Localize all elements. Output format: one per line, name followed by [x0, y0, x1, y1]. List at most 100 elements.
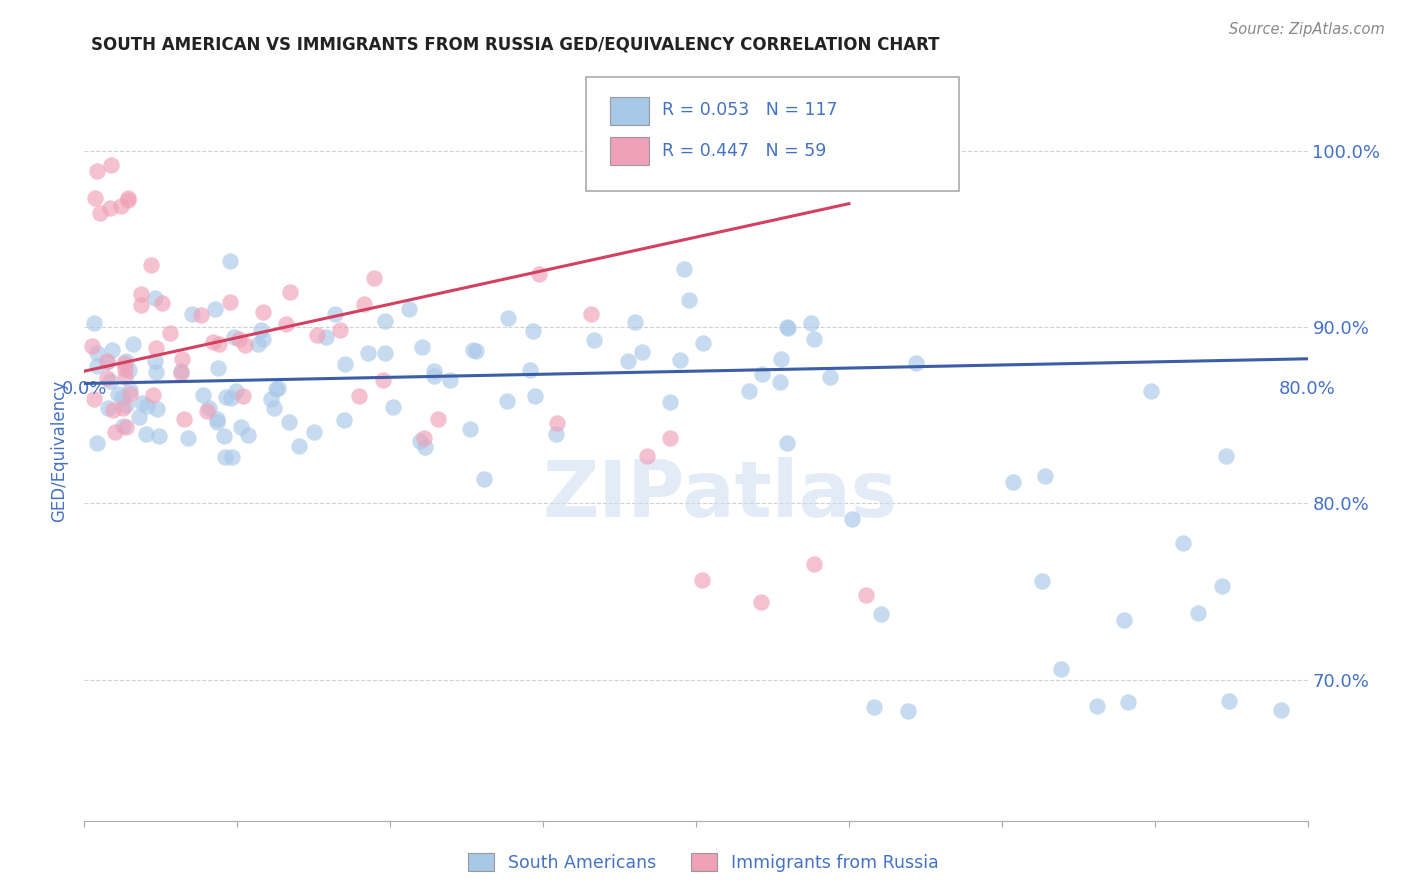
- Point: [112, 356, 135, 370]
- Point: [353, 297, 375, 311]
- Point: [120, 387, 142, 401]
- Point: [472, 472, 495, 486]
- Point: [96, 371, 118, 385]
- Y-axis label: GED/Equivalency: GED/Equivalency: [51, 379, 69, 522]
- Point: [1001, 475, 1024, 489]
- Point: [181, 307, 204, 321]
- Point: [219, 254, 242, 268]
- Text: SOUTH AMERICAN VS IMMIGRANTS FROM RUSSIA GED/EQUIVALENCY CORRELATION CHART: SOUTH AMERICAN VS IMMIGRANTS FROM RUSSIA…: [91, 36, 939, 54]
- Point: [222, 329, 245, 343]
- Point: [329, 323, 352, 337]
- Point: [89, 206, 111, 220]
- Point: [246, 336, 269, 351]
- Point: [233, 338, 256, 352]
- Point: [522, 324, 544, 338]
- Point: [692, 573, 714, 587]
- Point: [131, 286, 153, 301]
- Point: [177, 432, 200, 446]
- Point: [145, 365, 167, 379]
- Point: [260, 392, 283, 406]
- Point: [678, 293, 700, 308]
- Text: Source: ZipAtlas.com: Source: ZipAtlas.com: [1229, 22, 1385, 37]
- Point: [770, 351, 793, 366]
- Point: [546, 416, 568, 430]
- Point: [277, 415, 299, 429]
- Point: [624, 315, 647, 329]
- Point: [363, 270, 385, 285]
- Point: [439, 373, 461, 387]
- FancyBboxPatch shape: [586, 77, 959, 191]
- Legend: South Americans, Immigrants from Russia: South Americans, Immigrants from Russia: [461, 847, 945, 879]
- Point: [672, 262, 695, 277]
- Point: [225, 384, 247, 398]
- Point: [122, 337, 145, 351]
- Point: [769, 375, 792, 389]
- Point: [97, 401, 120, 415]
- Point: [221, 450, 243, 464]
- Point: [749, 595, 772, 609]
- Point: [114, 361, 136, 376]
- Point: [146, 402, 169, 417]
- Point: [96, 354, 118, 368]
- Point: [519, 363, 541, 377]
- Point: [869, 607, 891, 621]
- Point: [82, 338, 104, 352]
- Point: [112, 401, 135, 416]
- Point: [101, 343, 124, 357]
- Point: [131, 396, 153, 410]
- Point: [776, 320, 799, 334]
- Point: [238, 428, 260, 442]
- Point: [170, 366, 193, 380]
- Point: [263, 401, 285, 415]
- Point: [117, 191, 139, 205]
- FancyBboxPatch shape: [610, 96, 650, 125]
- Text: ZIPatlas: ZIPatlas: [543, 457, 898, 533]
- Point: [398, 301, 420, 316]
- Point: [841, 512, 863, 526]
- Point: [803, 332, 825, 346]
- Point: [83, 317, 105, 331]
- Point: [190, 308, 212, 322]
- Point: [1033, 469, 1056, 483]
- Point: [1211, 579, 1233, 593]
- Point: [207, 412, 229, 426]
- Point: [776, 321, 799, 335]
- Point: [135, 427, 157, 442]
- Point: [129, 298, 152, 312]
- Point: [104, 425, 127, 439]
- Point: [381, 400, 404, 414]
- Point: [423, 363, 446, 377]
- Point: [159, 326, 181, 340]
- Point: [606, 171, 628, 186]
- Point: [115, 354, 138, 368]
- Point: [198, 401, 221, 415]
- Point: [86, 436, 108, 450]
- Point: [1112, 613, 1135, 627]
- Point: [1187, 607, 1209, 621]
- Point: [118, 363, 141, 377]
- Point: [112, 418, 135, 433]
- Point: [128, 409, 150, 424]
- Point: [115, 420, 138, 434]
- Point: [84, 191, 107, 205]
- Point: [110, 199, 132, 213]
- Point: [205, 415, 228, 429]
- Point: [98, 201, 121, 215]
- Point: [582, 333, 605, 347]
- Point: [460, 422, 482, 436]
- Point: [803, 557, 825, 571]
- Point: [1085, 698, 1108, 713]
- Point: [173, 411, 195, 425]
- Point: [202, 335, 225, 350]
- Point: [616, 353, 638, 368]
- Point: [422, 369, 444, 384]
- Point: [267, 381, 290, 395]
- Point: [855, 588, 877, 602]
- Point: [333, 413, 356, 427]
- Point: [252, 332, 274, 346]
- Point: [195, 404, 218, 418]
- Point: [1140, 384, 1163, 399]
- Point: [409, 434, 432, 449]
- Point: [100, 375, 122, 389]
- Point: [465, 343, 488, 358]
